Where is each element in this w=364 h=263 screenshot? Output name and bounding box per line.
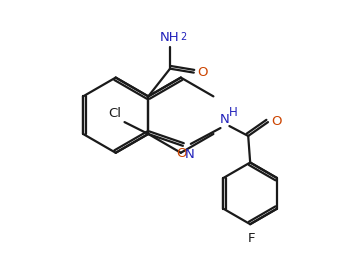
Text: O: O [177, 147, 187, 160]
Text: Cl: Cl [108, 107, 122, 120]
Text: 2: 2 [180, 32, 186, 42]
Text: N: N [185, 148, 195, 161]
Text: H: H [229, 106, 237, 119]
Text: O: O [271, 115, 281, 128]
Text: F: F [248, 232, 255, 245]
Text: NH: NH [160, 31, 180, 44]
Text: O: O [198, 66, 208, 79]
Text: N: N [219, 113, 229, 126]
